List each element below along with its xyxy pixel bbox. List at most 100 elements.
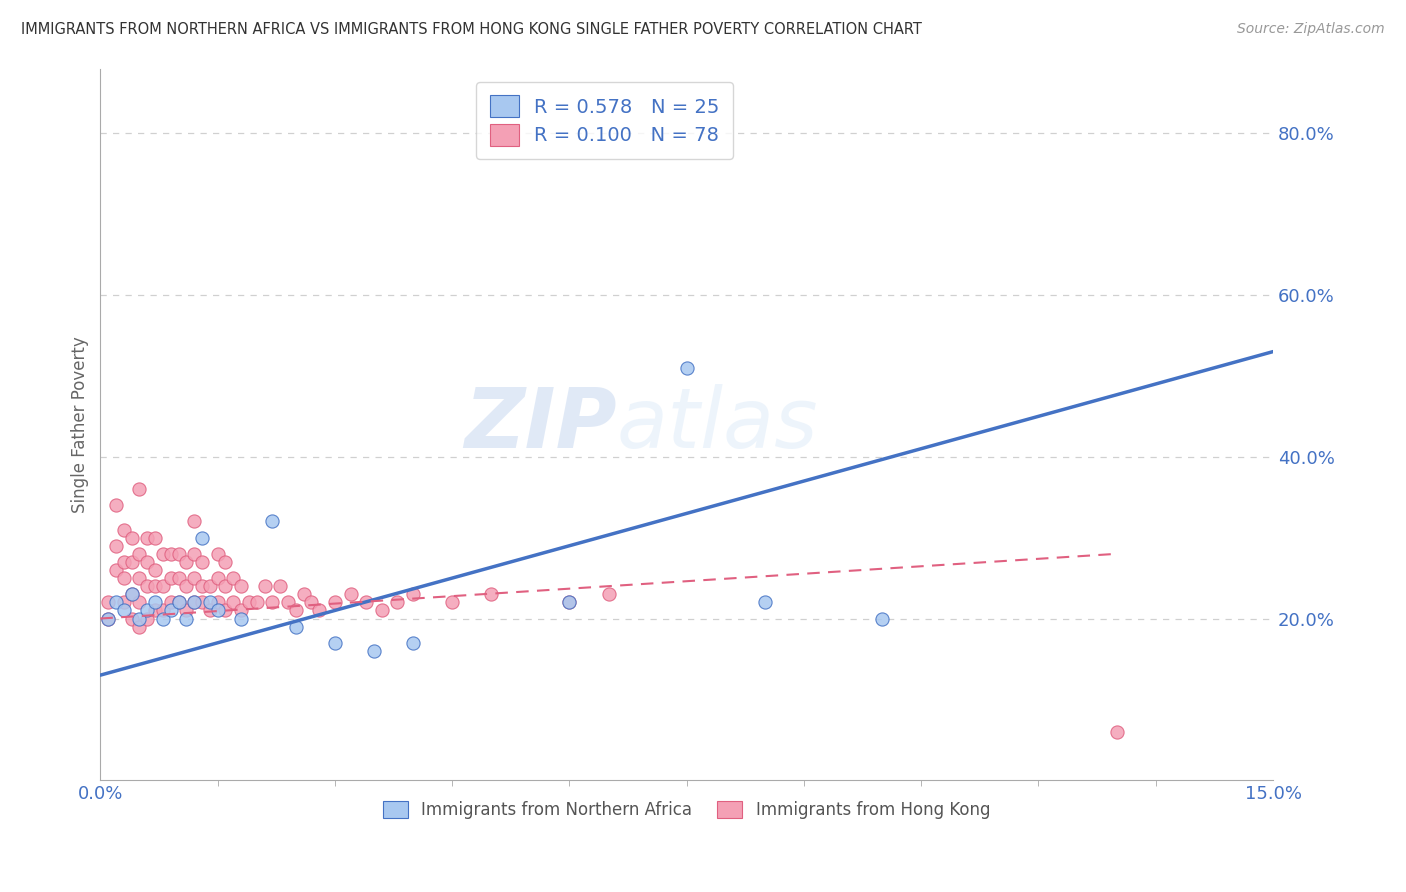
Point bbox=[121, 587, 143, 601]
Point bbox=[229, 579, 252, 593]
Point bbox=[104, 498, 127, 512]
Point bbox=[191, 579, 214, 593]
Point bbox=[152, 579, 174, 593]
Point bbox=[112, 595, 135, 609]
Point bbox=[183, 595, 205, 609]
Point bbox=[214, 579, 236, 593]
Point bbox=[229, 603, 252, 617]
Point bbox=[191, 555, 214, 569]
Point bbox=[198, 603, 221, 617]
Point bbox=[128, 571, 150, 585]
Point bbox=[441, 595, 464, 609]
Point bbox=[159, 571, 181, 585]
Point bbox=[159, 595, 181, 609]
Point bbox=[198, 579, 221, 593]
Point bbox=[183, 571, 205, 585]
Legend: Immigrants from Northern Africa, Immigrants from Hong Kong: Immigrants from Northern Africa, Immigra… bbox=[377, 794, 997, 825]
Point bbox=[159, 547, 181, 561]
Point bbox=[214, 603, 236, 617]
Point bbox=[121, 531, 143, 545]
Point bbox=[159, 603, 181, 617]
Point bbox=[198, 595, 221, 609]
Point bbox=[479, 587, 502, 601]
Point bbox=[128, 482, 150, 496]
Point bbox=[323, 636, 346, 650]
Point bbox=[176, 555, 198, 569]
Point bbox=[128, 595, 150, 609]
Text: IMMIGRANTS FROM NORTHERN AFRICA VS IMMIGRANTS FROM HONG KONG SINGLE FATHER POVER: IMMIGRANTS FROM NORTHERN AFRICA VS IMMIG… bbox=[21, 22, 922, 37]
Text: Source: ZipAtlas.com: Source: ZipAtlas.com bbox=[1237, 22, 1385, 37]
Point bbox=[143, 579, 166, 593]
Point bbox=[1105, 724, 1128, 739]
Point bbox=[121, 555, 143, 569]
Point bbox=[598, 587, 620, 601]
Point bbox=[323, 595, 346, 609]
Point bbox=[214, 555, 236, 569]
Point bbox=[97, 611, 120, 625]
Point bbox=[121, 587, 143, 601]
Point bbox=[104, 539, 127, 553]
Point bbox=[97, 611, 120, 625]
Point bbox=[402, 587, 425, 601]
Point bbox=[207, 547, 229, 561]
Point bbox=[363, 644, 385, 658]
Point bbox=[207, 595, 229, 609]
Point bbox=[112, 603, 135, 617]
Point bbox=[339, 587, 361, 601]
Point bbox=[112, 555, 135, 569]
Y-axis label: Single Father Poverty: Single Father Poverty bbox=[72, 336, 89, 513]
Point bbox=[183, 515, 205, 529]
Point bbox=[229, 611, 252, 625]
Point bbox=[128, 611, 150, 625]
Point bbox=[754, 595, 776, 609]
Point bbox=[152, 611, 174, 625]
Point bbox=[675, 360, 697, 375]
Point bbox=[136, 611, 159, 625]
Point bbox=[128, 619, 150, 633]
Point bbox=[112, 523, 135, 537]
Point bbox=[207, 603, 229, 617]
Point bbox=[183, 547, 205, 561]
Point bbox=[222, 571, 245, 585]
Point bbox=[222, 595, 245, 609]
Point bbox=[246, 595, 269, 609]
Point bbox=[284, 603, 307, 617]
Point bbox=[152, 603, 174, 617]
Point bbox=[136, 555, 159, 569]
Point bbox=[152, 547, 174, 561]
Point bbox=[354, 595, 377, 609]
Point bbox=[301, 595, 323, 609]
Point bbox=[284, 619, 307, 633]
Point bbox=[558, 595, 581, 609]
Point bbox=[183, 595, 205, 609]
Point bbox=[128, 547, 150, 561]
Point bbox=[143, 531, 166, 545]
Point bbox=[136, 531, 159, 545]
Point bbox=[112, 571, 135, 585]
Point bbox=[176, 579, 198, 593]
Point bbox=[207, 571, 229, 585]
Point bbox=[558, 595, 581, 609]
Point bbox=[262, 595, 284, 609]
Point bbox=[167, 595, 190, 609]
Point bbox=[136, 579, 159, 593]
Point bbox=[292, 587, 315, 601]
Point bbox=[387, 595, 409, 609]
Point bbox=[143, 603, 166, 617]
Point bbox=[191, 595, 214, 609]
Point bbox=[308, 603, 330, 617]
Point bbox=[104, 563, 127, 577]
Point bbox=[143, 595, 166, 609]
Point bbox=[104, 595, 127, 609]
Point bbox=[176, 611, 198, 625]
Point bbox=[143, 563, 166, 577]
Point bbox=[262, 515, 284, 529]
Text: ZIP: ZIP bbox=[464, 384, 616, 465]
Point bbox=[870, 611, 893, 625]
Point bbox=[167, 595, 190, 609]
Point bbox=[238, 595, 260, 609]
Point bbox=[97, 595, 120, 609]
Point bbox=[121, 611, 143, 625]
Point bbox=[176, 603, 198, 617]
Point bbox=[167, 571, 190, 585]
